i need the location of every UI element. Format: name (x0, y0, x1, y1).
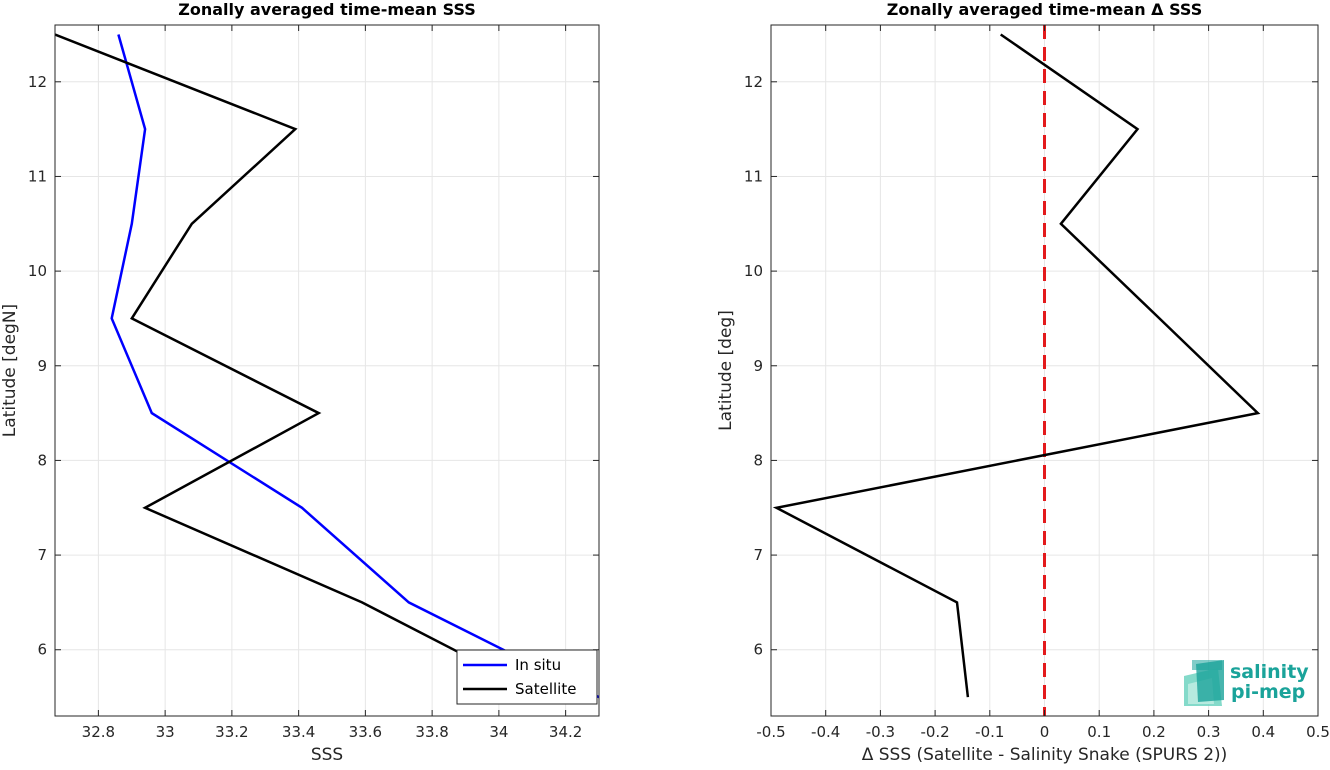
x-tick-label: 33.8 (415, 723, 448, 741)
y-axis-label: Latitude [deg] (716, 310, 736, 431)
salinity-pi-mep-logo: salinity pi-mep (1184, 660, 1309, 706)
y-tick-label: 8 (37, 451, 47, 469)
y-tick-label: 12 (28, 73, 47, 91)
logo-line2: pi-mep (1231, 681, 1305, 703)
series-line-in-situ (110, 34, 599, 699)
x-axis-label: SSS (311, 745, 343, 765)
y-tick-label: 9 (37, 357, 47, 375)
legend: In situ Satellite (456, 649, 598, 705)
y-tick-label: 7 (753, 546, 763, 564)
x-tick-label: -0.5 (756, 723, 785, 741)
y-tick-label: 12 (744, 73, 763, 91)
left-chart-panel: 32.8 33 33.2 33.4 33.6 33.8 34 34.2 6 7 8 9 10 11 12 Zo… (0, 0, 600, 765)
x-tick-label: 0.4 (1251, 723, 1275, 741)
y-axis-label: Latitude [degN] (0, 304, 20, 437)
y-tick-label: 10 (28, 262, 47, 280)
x-tick-label: 32.8 (82, 723, 115, 741)
x-tick-label: 0.3 (1197, 723, 1221, 741)
chart-title: Zonally averaged time-mean SSS (178, 0, 476, 19)
y-tick-label: 10 (744, 262, 763, 280)
y-tick-label: 11 (28, 167, 47, 185)
logo-graphic-icon (1184, 660, 1224, 706)
legend-label: Satellite (515, 680, 576, 698)
series-line-0 (772, 33, 1261, 698)
x-tick-label: 33 (156, 723, 175, 741)
y-tick-label: 9 (753, 357, 763, 375)
right-chart-panel: -0.5 -0.4 -0.3 -0.2 -0.1 0 0.1 0.2 0.3 0.4 0.5 6 7 8 9… (716, 0, 1330, 765)
x-tick-label: -0.2 (920, 723, 949, 741)
x-tick-label: 33.2 (215, 723, 248, 741)
series-line-satellite (55, 33, 473, 661)
x-tick-label: 33.6 (349, 723, 382, 741)
y-tick-label: 7 (37, 546, 47, 564)
chart-title: Zonally averaged time-mean Δ SSS (887, 0, 1203, 19)
x-tick-label: -0.3 (866, 723, 895, 741)
x-tick-label: 34 (489, 723, 508, 741)
x-tick-label: 0.5 (1306, 723, 1330, 741)
x-tick-label: 0.1 (1087, 723, 1111, 741)
axes-box (54, 24, 600, 717)
y-tick-label: 6 (37, 641, 47, 659)
x-tick-label: -0.1 (975, 723, 1004, 741)
legend-label: In situ (515, 656, 561, 674)
x-tick-label: 33.4 (282, 723, 315, 741)
x-tick-label: 34.2 (549, 723, 582, 741)
y-tick-label: 6 (753, 641, 763, 659)
x-axis-label: Δ SSS (Satellite - Salinity Snake (SPURS… (862, 745, 1228, 765)
y-tick-label: 8 (753, 451, 763, 469)
legend-box (456, 649, 598, 705)
x-tick-label: 0.2 (1142, 723, 1166, 741)
x-tick-label: 0 (1040, 723, 1050, 741)
x-tick-label: -0.4 (811, 723, 840, 741)
logo-line1: salinity (1230, 661, 1309, 683)
plot-area (55, 25, 599, 716)
y-tick-label: 11 (744, 167, 763, 185)
